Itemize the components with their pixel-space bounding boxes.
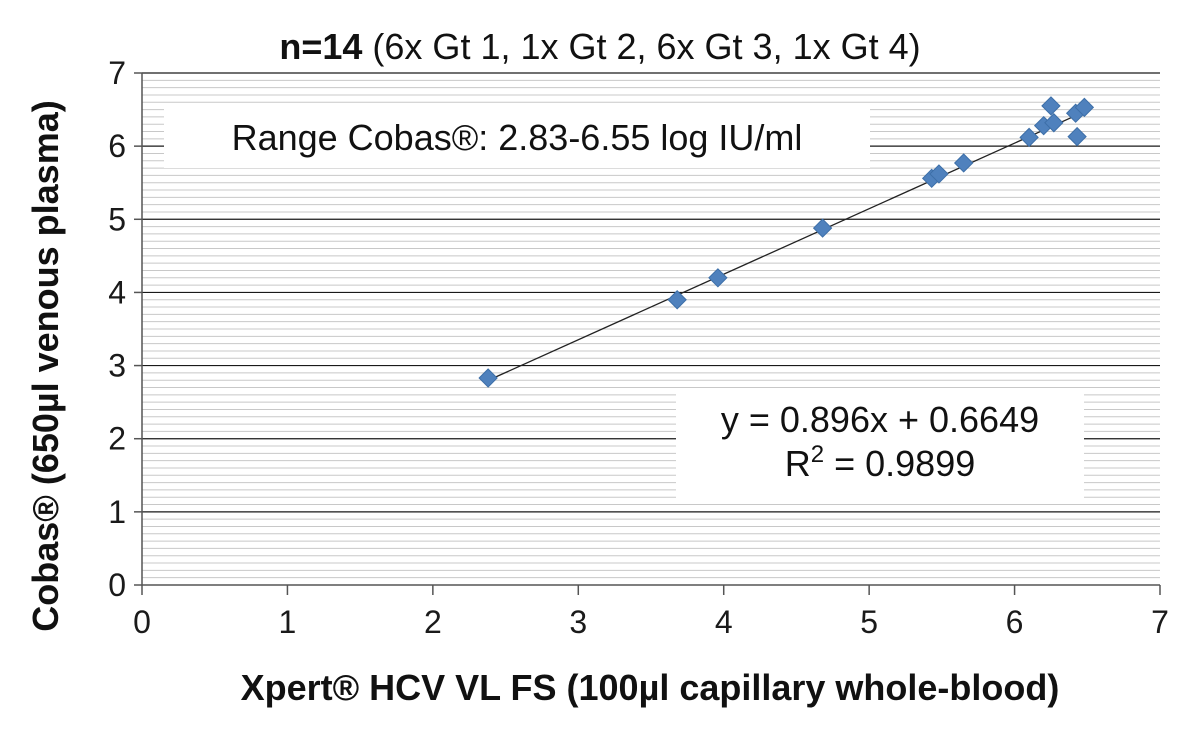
x-tick-label: 1 — [279, 604, 297, 640]
range-annotation: Range Cobas®: 2.83-6.55 log IU/ml — [164, 108, 870, 168]
data-point — [812, 218, 833, 238]
data-point — [478, 368, 498, 388]
trendline — [487, 111, 1085, 381]
r2-suffix: = 0.9899 — [824, 443, 976, 484]
r2-superscript: 2 — [810, 441, 825, 468]
y-tick-label: 5 — [108, 201, 126, 237]
chart-title-bold: n=14 — [279, 26, 363, 67]
data-point — [667, 290, 687, 310]
tick-labels: 0 1 2 3 4 5 6 7 0 1 2 3 4 5 6 7 — [108, 55, 1169, 640]
data-point — [1019, 127, 1039, 148]
data-point — [1067, 126, 1087, 147]
regression-equation: y = 0.896x + 0.6649 — [720, 399, 1040, 440]
y-tick-label: 2 — [108, 421, 126, 457]
y-tick-label: 3 — [108, 348, 126, 384]
x-axis-label: Xpert® HCV VL FS (100µl capillary whole-… — [240, 667, 1060, 708]
x-tick-label: 3 — [569, 604, 587, 640]
data-points — [478, 96, 1095, 388]
y-tick-label: 1 — [108, 494, 126, 530]
x-tick-label: 7 — [1151, 604, 1169, 640]
data-point — [1074, 97, 1095, 118]
y-tick-label: 0 — [108, 567, 126, 603]
axes — [134, 72, 1161, 595]
x-tick-label: 5 — [860, 604, 878, 640]
x-tick-label: 4 — [715, 604, 733, 640]
data-point — [953, 153, 974, 173]
x-tick-label: 2 — [424, 604, 442, 640]
x-tick-label: 6 — [1006, 604, 1024, 640]
y-axis-label: Cobas® (650µl venous plasma) — [25, 100, 66, 632]
data-point — [1044, 113, 1064, 133]
chart-title: n=14 (6x Gt 1, 1x Gt 2, 6x Gt 3, 1x Gt 4… — [0, 26, 1200, 68]
r2-prefix: R — [784, 443, 811, 484]
data-point — [708, 268, 728, 288]
data-point — [1041, 96, 1061, 116]
y-tick-label: 4 — [108, 274, 126, 310]
x-tick-label: 0 — [133, 604, 151, 640]
chart-title-rest: (6x Gt 1, 1x Gt 2, 6x Gt 3, 1x Gt 4) — [362, 26, 921, 67]
r-squared-label: R2 = 0.9899 — [676, 442, 1084, 486]
trendline-path — [487, 111, 1085, 381]
y-tick-label: 6 — [108, 128, 126, 164]
regression-annotation: y = 0.896x + 0.6649 R2 = 0.9899 — [676, 392, 1084, 498]
y-tick-label: 7 — [108, 55, 126, 91]
data-point — [929, 164, 949, 184]
